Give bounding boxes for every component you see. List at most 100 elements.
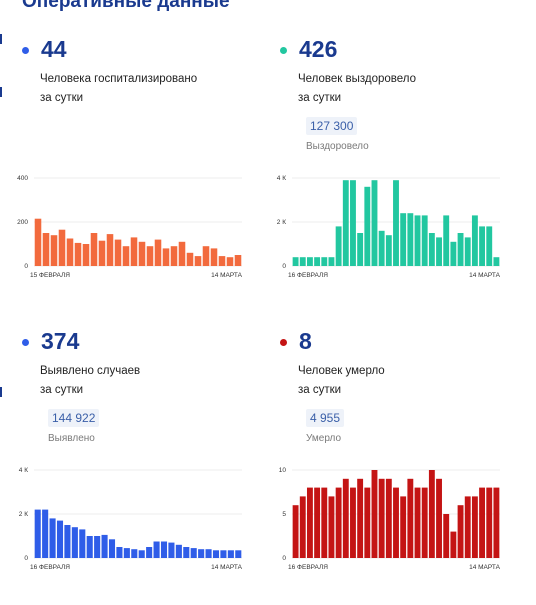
bar	[321, 257, 328, 266]
bar	[464, 496, 471, 558]
bar	[190, 548, 197, 558]
bar	[116, 547, 123, 558]
x-end-label: 14 МАРТА	[211, 564, 243, 571]
page-title: Оперативные данные	[22, 0, 230, 12]
hospitalized-panel: 44 Человека госпитализировано за сутки 0…	[14, 28, 264, 313]
bar	[64, 525, 71, 558]
bar	[138, 241, 146, 266]
cases-bar-chart: 0 2 К 4 К 16 ФЕВРАЛЯ 14 МАРТА	[19, 467, 243, 571]
bar	[436, 478, 442, 558]
bar	[292, 257, 299, 266]
y-tick-label: 0	[24, 555, 28, 562]
bar	[407, 478, 414, 558]
bar	[226, 257, 234, 266]
bar	[400, 496, 407, 558]
total-value: 144 922	[48, 409, 100, 427]
bar	[428, 233, 435, 266]
stat-value: 44	[41, 35, 67, 62]
y-tick-label: 10	[279, 467, 287, 474]
bar	[71, 527, 78, 558]
bar	[235, 550, 242, 558]
y-tick-label: 4 К	[277, 175, 286, 182]
bar	[114, 239, 122, 266]
bar	[378, 478, 385, 558]
y-tick-label: 0	[282, 555, 286, 562]
bar	[400, 213, 407, 266]
stat-description-line: за сутки	[40, 92, 84, 104]
bar	[154, 239, 162, 266]
x-end-label: 14 МАРТА	[469, 564, 501, 571]
bar	[175, 544, 182, 558]
y-tick-label: 4 К	[19, 467, 28, 474]
bar	[306, 257, 313, 266]
y-tick-label: 0	[24, 263, 28, 270]
bar	[493, 487, 500, 558]
bar	[371, 470, 378, 558]
dot-icon	[22, 46, 29, 54]
bar	[328, 496, 335, 558]
bar	[138, 550, 145, 558]
stat-value-row: 374	[22, 324, 79, 358]
bar	[457, 233, 464, 266]
total-value: 4 955	[306, 409, 345, 427]
bar	[364, 487, 371, 558]
bar	[450, 531, 457, 558]
bar	[130, 237, 138, 266]
bar	[210, 248, 218, 266]
bar	[493, 257, 500, 266]
bar	[106, 234, 114, 266]
bar	[146, 246, 154, 266]
bar	[335, 487, 342, 558]
bar	[98, 240, 106, 266]
bar	[428, 470, 435, 558]
bar	[94, 536, 101, 558]
stat-value-row: 426	[280, 32, 337, 66]
bar	[443, 215, 450, 266]
bar	[146, 547, 153, 558]
bar	[314, 257, 321, 266]
bar	[202, 246, 210, 266]
bar	[371, 180, 378, 266]
stat-description-line: Человека госпитализировано	[40, 73, 198, 85]
x-end-label: 14 МАРТА	[469, 272, 501, 279]
bar	[101, 534, 108, 558]
bar	[328, 257, 335, 266]
bar	[407, 213, 414, 266]
stat-value-row: 44	[22, 32, 67, 66]
bar	[385, 478, 392, 558]
bar	[335, 226, 342, 266]
bar	[299, 496, 306, 558]
bar	[205, 549, 212, 558]
y-tick-label: 2 К	[19, 511, 28, 518]
deaths-bar-chart: 0 5 10 16 ФЕВРАЛЯ 14 МАРТА	[279, 467, 501, 571]
stat-value: 426	[299, 35, 338, 62]
bar	[90, 233, 98, 266]
stat-description: Выявлено случаев за сутки	[40, 362, 260, 400]
bar	[160, 541, 168, 558]
bar	[342, 180, 349, 266]
bar	[479, 487, 486, 558]
bar	[79, 529, 86, 558]
bar	[342, 478, 349, 558]
stat-value: 8	[299, 327, 312, 354]
bar	[108, 539, 116, 558]
edge-marker	[0, 387, 2, 397]
y-tick-label: 2 К	[277, 219, 286, 226]
stat-description-line: за сутки	[298, 384, 342, 396]
bar	[479, 226, 486, 266]
bar	[183, 547, 190, 558]
bar	[486, 487, 493, 558]
total-label: Выявлено	[48, 433, 95, 444]
bar	[153, 541, 160, 558]
x-start-label: 16 ФЕВРАЛЯ	[288, 564, 328, 571]
bar	[364, 186, 371, 266]
bar	[131, 549, 138, 558]
bar	[292, 505, 299, 558]
stat-description: Человека госпитализировано за сутки	[40, 70, 260, 108]
bar	[414, 215, 421, 266]
total-label: Выздоровело	[306, 141, 369, 152]
stat-description-line: за сутки	[40, 384, 84, 396]
bar	[168, 542, 175, 558]
recovered-bar-chart: 0 2 К 4 К 16 ФЕВРАЛЯ 14 МАРТА	[277, 175, 501, 279]
bar	[414, 487, 421, 558]
